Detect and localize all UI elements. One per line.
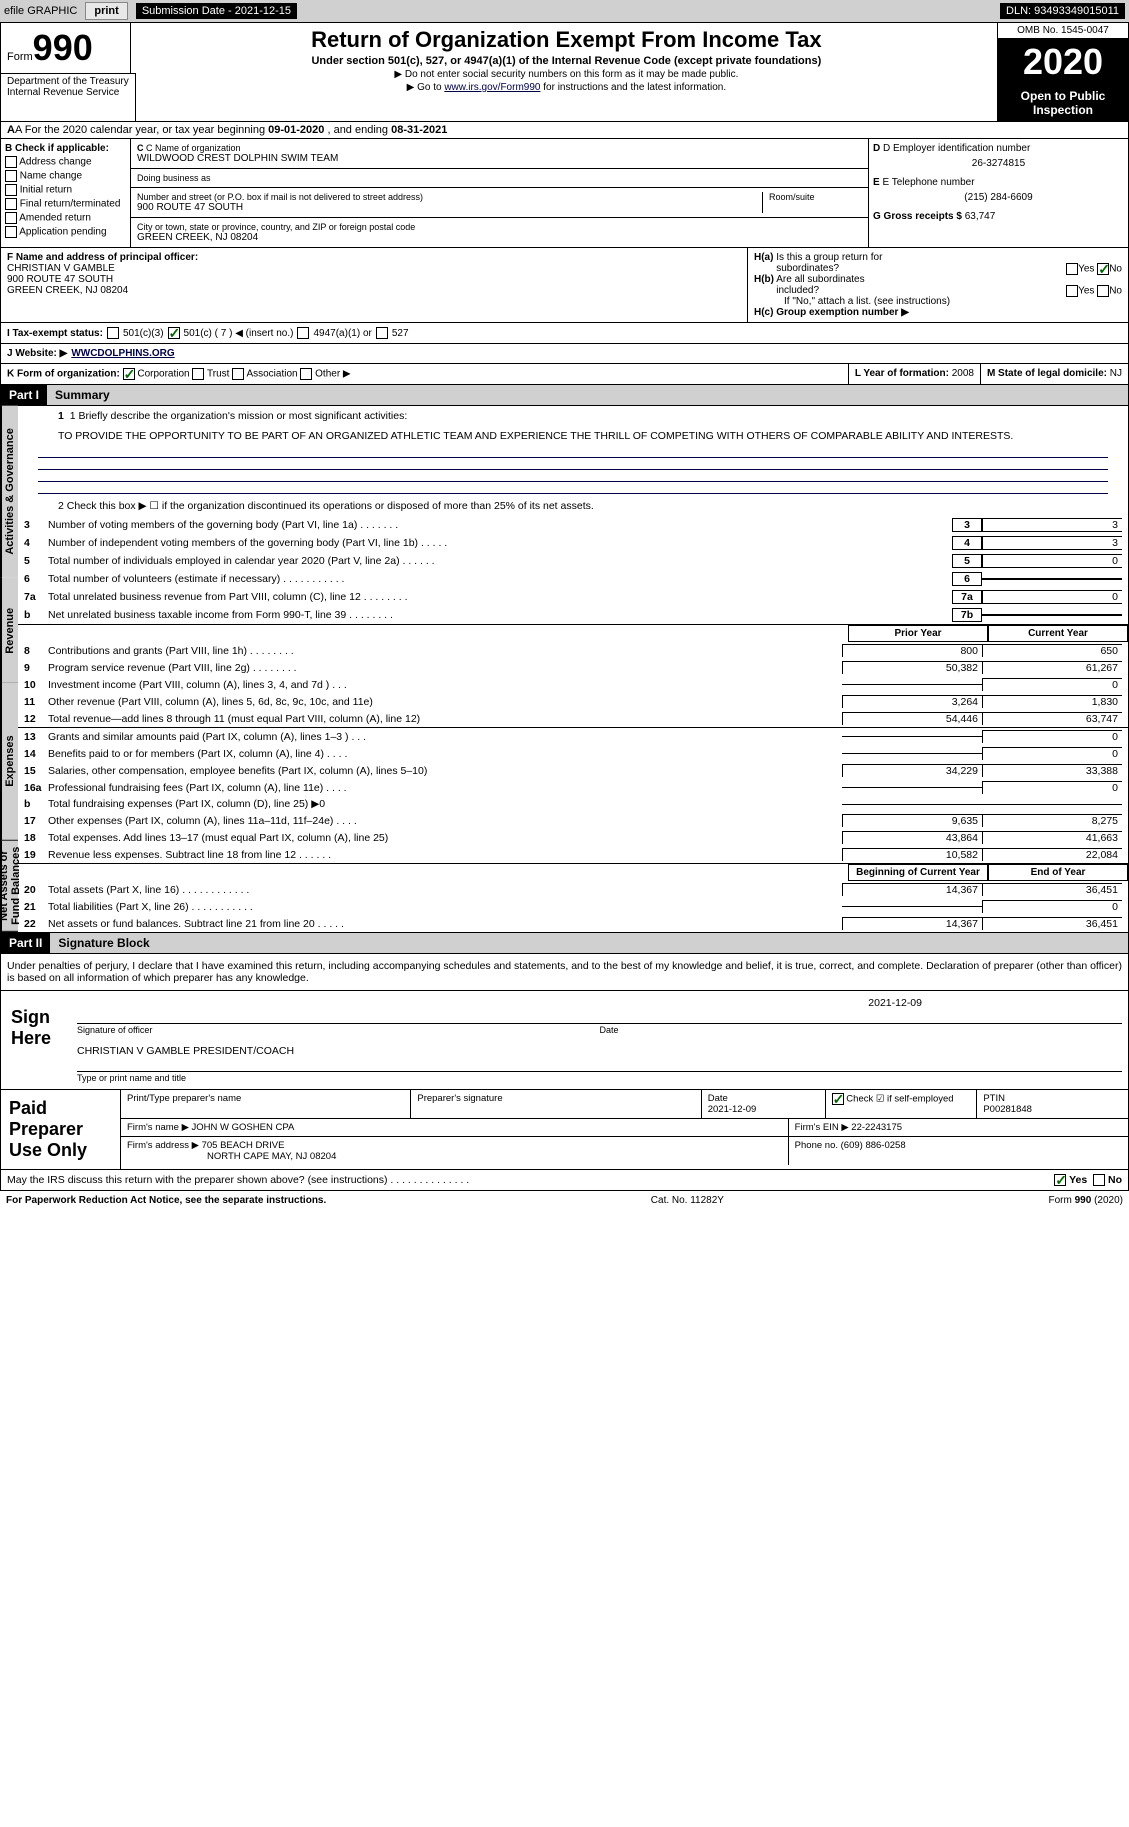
data-line: 20Total assets (Part X, line 16) . . . .… — [18, 881, 1128, 898]
phone: (215) 284-6609 — [873, 192, 1124, 203]
gov-line: 5Total number of individuals employed in… — [18, 552, 1128, 570]
org-street: 900 ROUTE 47 SOUTH — [137, 202, 762, 213]
form-subtitle: Under section 501(c), 527, or 4947(a)(1)… — [140, 55, 993, 67]
paid-preparer: Paid Preparer Use Only Print/Type prepar… — [0, 1090, 1129, 1170]
year-box: OMB No. 1545-0047 2020 Open to Public In… — [998, 23, 1128, 121]
open-inspection: Open to Public Inspection — [998, 85, 1128, 121]
gross-receipts: 63,747 — [965, 211, 996, 222]
opt-name[interactable]: Name change — [5, 170, 126, 182]
data-line: 19Revenue less expenses. Subtract line 1… — [18, 846, 1128, 863]
print-button[interactable]: print — [85, 2, 127, 20]
gov-line: 4Number of independent voting members of… — [18, 534, 1128, 552]
form-header: Form990 Department of the Treasury Inter… — [0, 22, 1129, 122]
opt-initial[interactable]: Initial return — [5, 184, 126, 196]
tax-exempt-status: I Tax-exempt status: 501(c)(3) 501(c) ( … — [0, 323, 1129, 344]
data-line: bTotal fundraising expenses (Part IX, co… — [18, 796, 1128, 812]
data-line: 16aProfessional fundraising fees (Part I… — [18, 779, 1128, 796]
data-line: 10Investment income (Part VIII, column (… — [18, 676, 1128, 693]
omb-number: OMB No. 1545-0047 — [998, 23, 1128, 39]
declaration: Under penalties of perjury, I declare th… — [7, 960, 1122, 984]
part2-header: Part II Signature Block — [0, 933, 1129, 954]
part1-content: 1 1 Briefly describe the organization's … — [18, 406, 1128, 932]
part1-body: Activities & Governance Revenue Expenses… — [0, 406, 1129, 933]
officer-print-name: CHRISTIAN V GAMBLE PRESIDENT/COACH — [77, 1045, 1122, 1057]
org-city: GREEN CREEK, NJ 08204 — [137, 232, 862, 243]
efile-label: efile GRAPHIC — [4, 5, 77, 17]
dept-treasury: Department of the Treasury Internal Reve… — [1, 73, 136, 121]
opt-amended[interactable]: Amended return — [5, 212, 126, 224]
gov-line: 7aTotal unrelated business revenue from … — [18, 588, 1128, 606]
sign-here: Sign Here 2021-12-09 Signature of office… — [0, 991, 1129, 1090]
org-info-block: B Check if applicable: Address change Na… — [0, 139, 1129, 248]
line1-label: 1 1 Briefly describe the organization's … — [18, 406, 1128, 426]
submission-date-badge: Submission Date - 2021-12-15 — [136, 3, 297, 19]
opt-address[interactable]: Address change — [5, 156, 126, 168]
tax-period: AA For the 2020 calendar year, or tax ye… — [0, 122, 1129, 139]
officer-name: CHRISTIAN V GAMBLE — [7, 263, 115, 274]
section-d: D D Employer identification number26-327… — [868, 139, 1128, 247]
section-c: C C Name of organization WILDWOOD CREST … — [131, 139, 868, 247]
data-line: 12Total revenue—add lines 8 through 11 (… — [18, 710, 1128, 727]
title-box: Return of Organization Exempt From Incom… — [136, 23, 998, 121]
irs-link[interactable]: www.irs.gov/Form990 — [444, 82, 540, 93]
data-line: 9Program service revenue (Part VIII, lin… — [18, 659, 1128, 676]
data-line: 18Total expenses. Add lines 13–17 (must … — [18, 829, 1128, 846]
gov-line: 6Total number of volunteers (estimate if… — [18, 570, 1128, 588]
data-line: 13Grants and similar amounts paid (Part … — [18, 728, 1128, 745]
label-revenue: Revenue — [1, 578, 18, 684]
data-line: 11Other revenue (Part VIII, column (A), … — [18, 693, 1128, 710]
data-line: 14Benefits paid to or for members (Part … — [18, 745, 1128, 762]
label-expenses: Expenses — [1, 683, 18, 841]
part1-header: Part I Summary — [0, 385, 1129, 406]
dln-badge: DLN: 93493349015011 — [1000, 3, 1125, 19]
section-h: H(a) Is this a group return for subordin… — [748, 248, 1128, 322]
form-number-box: Form990 — [1, 23, 131, 73]
section-f: F Name and address of principal officer:… — [1, 248, 748, 322]
label-governance: Activities & Governance — [1, 406, 18, 578]
mission-text: TO PROVIDE THE OPPORTUNITY TO BE PART OF… — [18, 426, 1128, 446]
data-line: 17Other expenses (Part IX, column (A), l… — [18, 812, 1128, 829]
officer-block: F Name and address of principal officer:… — [0, 248, 1129, 323]
gov-line: 3Number of voting members of the governi… — [18, 516, 1128, 534]
ein: 26-3274815 — [873, 158, 1124, 169]
note-link: ▶ Go to www.irs.gov/Form990 for instruct… — [140, 82, 993, 93]
opt-final[interactable]: Final return/terminated — [5, 198, 126, 210]
data-line: 15Salaries, other compensation, employee… — [18, 762, 1128, 779]
website-row: J Website: ▶ WWCDOLPHINS.ORG — [0, 344, 1129, 364]
efile-topbar: efile GRAPHIC print Submission Date - 20… — [0, 0, 1129, 22]
signature-block: Under penalties of perjury, I declare th… — [0, 954, 1129, 991]
discuss-row: May the IRS discuss this return with the… — [0, 1170, 1129, 1191]
tax-year: 2020 — [998, 39, 1128, 85]
data-line: 21Total liabilities (Part X, line 26) . … — [18, 898, 1128, 915]
note-ssn: ▶ Do not enter social security numbers o… — [140, 69, 993, 80]
gov-line: bNet unrelated business taxable income f… — [18, 606, 1128, 624]
website-link[interactable]: WWCDOLPHINS.ORG — [71, 348, 174, 359]
line2: 2 Check this box ▶ ☐ if the organization… — [18, 496, 1128, 516]
data-line: 22Net assets or fund balances. Subtract … — [18, 915, 1128, 932]
form-title: Return of Organization Exempt From Incom… — [140, 27, 993, 53]
opt-pending[interactable]: Application pending — [5, 226, 126, 238]
footer: For Paperwork Reduction Act Notice, see … — [0, 1191, 1129, 1210]
label-netassets: Net Assets or Fund Balances — [1, 841, 18, 932]
data-line: 8Contributions and grants (Part VIII, li… — [18, 642, 1128, 659]
org-name: WILDWOOD CREST DOLPHIN SWIM TEAM — [137, 153, 862, 164]
section-b: B Check if applicable: Address change Na… — [1, 139, 131, 247]
korg-row: K Form of organization: Corporation Trus… — [0, 364, 1129, 385]
